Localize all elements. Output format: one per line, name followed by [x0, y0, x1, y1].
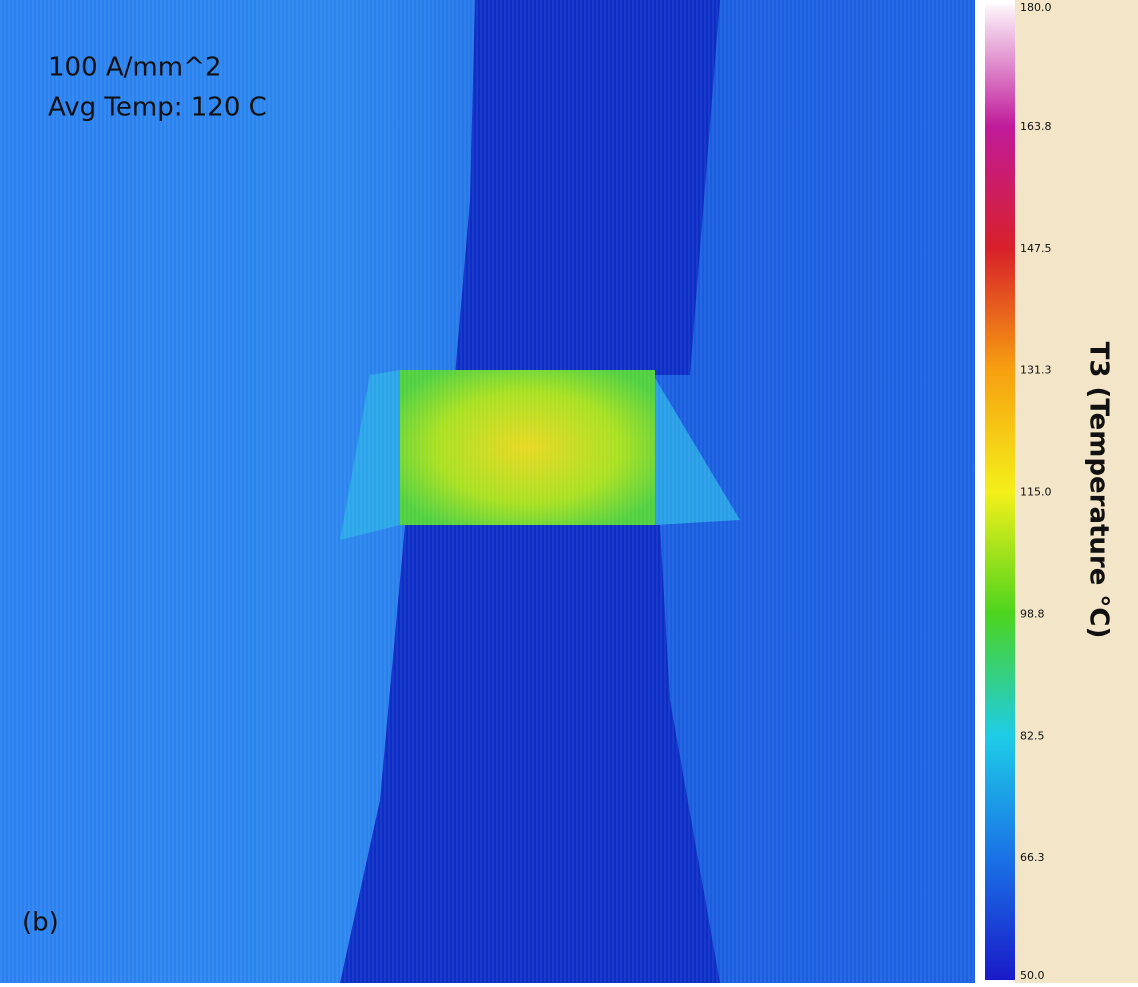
- colorbar-tick-label: 115.0: [1020, 486, 1052, 499]
- colorbar: [985, 5, 1015, 980]
- colorbar-tick-label: 50.0: [1020, 969, 1045, 982]
- annotation: 100 A/mm^2: [48, 53, 221, 83]
- annotation: Avg Temp: 120 C: [48, 93, 267, 123]
- page: 100 A/mm^2 Avg Temp: 120 C (b) 180.0 163.…: [0, 0, 1138, 983]
- colorbar-tick-label: 180.0: [1020, 1, 1052, 14]
- colorbar-tick-label: 82.5: [1020, 729, 1045, 742]
- panel-label: (b): [22, 908, 59, 938]
- colorbar-tick-label: 147.5: [1020, 242, 1052, 255]
- colorbar-tick-label: 66.3: [1020, 851, 1045, 864]
- colorbar-tick-label: 131.3: [1020, 364, 1052, 377]
- colorbar-label: T3 (Temperature °C): [1084, 342, 1114, 639]
- colorbar-tick-label: 163.8: [1020, 120, 1052, 133]
- thermal-image: 100 A/mm^2 Avg Temp: 120 C (b): [0, 0, 975, 983]
- figure: 100 A/mm^2 Avg Temp: 120 C (b) 180.0 163.…: [0, 0, 1138, 983]
- colorbar-tick-label: 98.8: [1020, 607, 1045, 620]
